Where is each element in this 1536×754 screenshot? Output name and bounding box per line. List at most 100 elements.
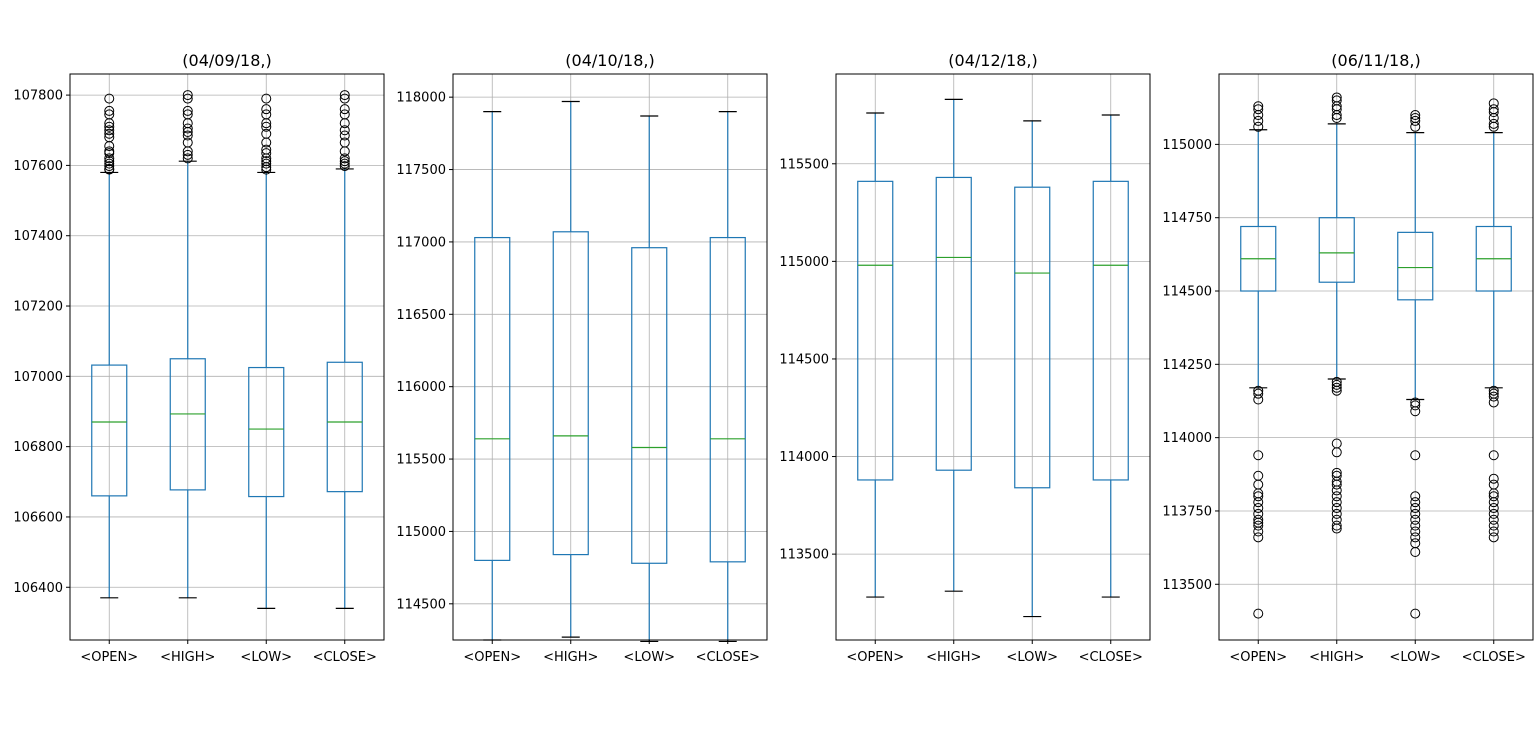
box-close xyxy=(709,111,746,643)
box-high xyxy=(1318,92,1355,534)
box-body xyxy=(552,231,589,556)
y-tick-label: 114500 xyxy=(779,352,829,367)
outlier-point xyxy=(1253,385,1264,396)
y-tick-label: 116000 xyxy=(396,380,446,395)
x-tick-label: <OPEN> xyxy=(463,650,521,665)
outlier-point xyxy=(104,109,115,120)
y-tick-label: 115000 xyxy=(779,255,829,270)
outlier-point xyxy=(1331,95,1342,106)
y-tick-label: 107600 xyxy=(13,159,63,174)
x-tick-label: <OPEN> xyxy=(846,650,904,665)
y-tick-label: 107000 xyxy=(13,370,63,385)
outlier-point xyxy=(1331,467,1342,478)
box-body xyxy=(326,361,363,493)
outlier-point xyxy=(1488,98,1499,109)
outlier-point xyxy=(182,149,193,160)
box-close xyxy=(1092,114,1129,598)
outlier-point xyxy=(1488,520,1499,531)
outlier-point xyxy=(339,137,350,148)
box-body xyxy=(91,364,128,497)
outlier-point xyxy=(1253,532,1264,543)
x-tick-label: <CLOSE> xyxy=(696,650,760,665)
outlier-point xyxy=(182,109,193,120)
outlier-point xyxy=(1253,450,1264,461)
box-body xyxy=(169,358,206,491)
outlier-point xyxy=(182,137,193,148)
outlier-point xyxy=(339,93,350,104)
y-tick-label: 115500 xyxy=(396,453,446,468)
outlier-point xyxy=(1331,497,1342,508)
outlier-point xyxy=(104,158,115,169)
chart-title: (04/12/18,) xyxy=(948,51,1037,70)
outlier-point xyxy=(1253,514,1264,525)
box-low xyxy=(248,93,285,609)
box-high xyxy=(552,100,589,638)
y-tick-label: 107800 xyxy=(13,89,63,104)
box-open xyxy=(857,112,894,598)
x-tick-label: <LOW> xyxy=(240,650,292,665)
outlier-point xyxy=(1331,92,1342,103)
y-tick-label: 114750 xyxy=(1162,211,1212,226)
outlier-point xyxy=(339,161,350,172)
outlier-point xyxy=(1488,118,1499,129)
outlier-point xyxy=(1488,532,1499,543)
x-tick-label: <LOW> xyxy=(1389,650,1441,665)
chart-panel-2: 114500 115000 115500 116000 116500 117000 1175… xyxy=(396,51,768,665)
outlier-point xyxy=(1253,520,1264,531)
y-tick-label: 114500 xyxy=(1162,285,1212,300)
outlier-point xyxy=(1488,503,1499,514)
outlier-point xyxy=(182,105,193,116)
y-tick-label: 113750 xyxy=(1162,504,1212,519)
outlier-point xyxy=(1410,608,1421,619)
outlier-point xyxy=(182,130,193,141)
outlier-point xyxy=(104,161,115,172)
chart-title: (04/10/18,) xyxy=(565,51,654,70)
outlier-point xyxy=(1488,508,1499,519)
outlier-point xyxy=(182,123,193,134)
y-tick-label: 114000 xyxy=(779,450,829,465)
y-tick-label: 114000 xyxy=(1162,431,1212,446)
y-tick-label: 113500 xyxy=(779,548,829,563)
outlier-point xyxy=(104,125,115,136)
outlier-point xyxy=(1488,491,1499,502)
outlier-point xyxy=(1410,400,1421,411)
outlier-point xyxy=(1253,508,1264,519)
outlier-point xyxy=(261,156,272,167)
outlier-point xyxy=(104,93,115,104)
outlier-point xyxy=(1410,526,1421,537)
outlier-point xyxy=(1410,514,1421,525)
outlier-point xyxy=(1410,508,1421,519)
axes-frame xyxy=(1218,73,1534,641)
outlier-point xyxy=(1331,508,1342,519)
outlier-point xyxy=(1331,520,1342,531)
outlier-point xyxy=(261,144,272,155)
outlier-point xyxy=(339,156,350,167)
outlier-point xyxy=(1488,388,1499,399)
outlier-point xyxy=(1410,532,1421,543)
outlier-point xyxy=(1410,110,1421,121)
outlier-point xyxy=(339,125,350,136)
x-tick-label: <CLOSE> xyxy=(1079,650,1143,665)
outlier-point xyxy=(1253,491,1264,502)
box-body xyxy=(935,176,972,471)
box-high xyxy=(169,90,206,599)
outlier-point xyxy=(104,156,115,167)
axes-frame xyxy=(835,73,1151,641)
outlier-point xyxy=(1410,397,1421,408)
outlier-point xyxy=(339,104,350,115)
outlier-point xyxy=(1410,491,1421,502)
y-tick-label: 106400 xyxy=(13,581,63,596)
chart-panel-1: 106400 106600 106800 107000 107200 107400 1076… xyxy=(13,51,385,665)
outlier-point xyxy=(1253,388,1264,399)
axes-frame xyxy=(452,73,768,641)
outlier-point xyxy=(182,153,193,164)
x-tick-label: <HIGH> xyxy=(160,650,215,665)
x-tick-label: <OPEN> xyxy=(80,650,138,665)
outlier-point xyxy=(339,109,350,120)
box-body xyxy=(474,236,511,561)
outlier-point xyxy=(1410,520,1421,531)
outlier-point xyxy=(339,158,350,169)
outlier-point xyxy=(1331,376,1342,387)
y-tick-label: 115000 xyxy=(1162,138,1212,153)
